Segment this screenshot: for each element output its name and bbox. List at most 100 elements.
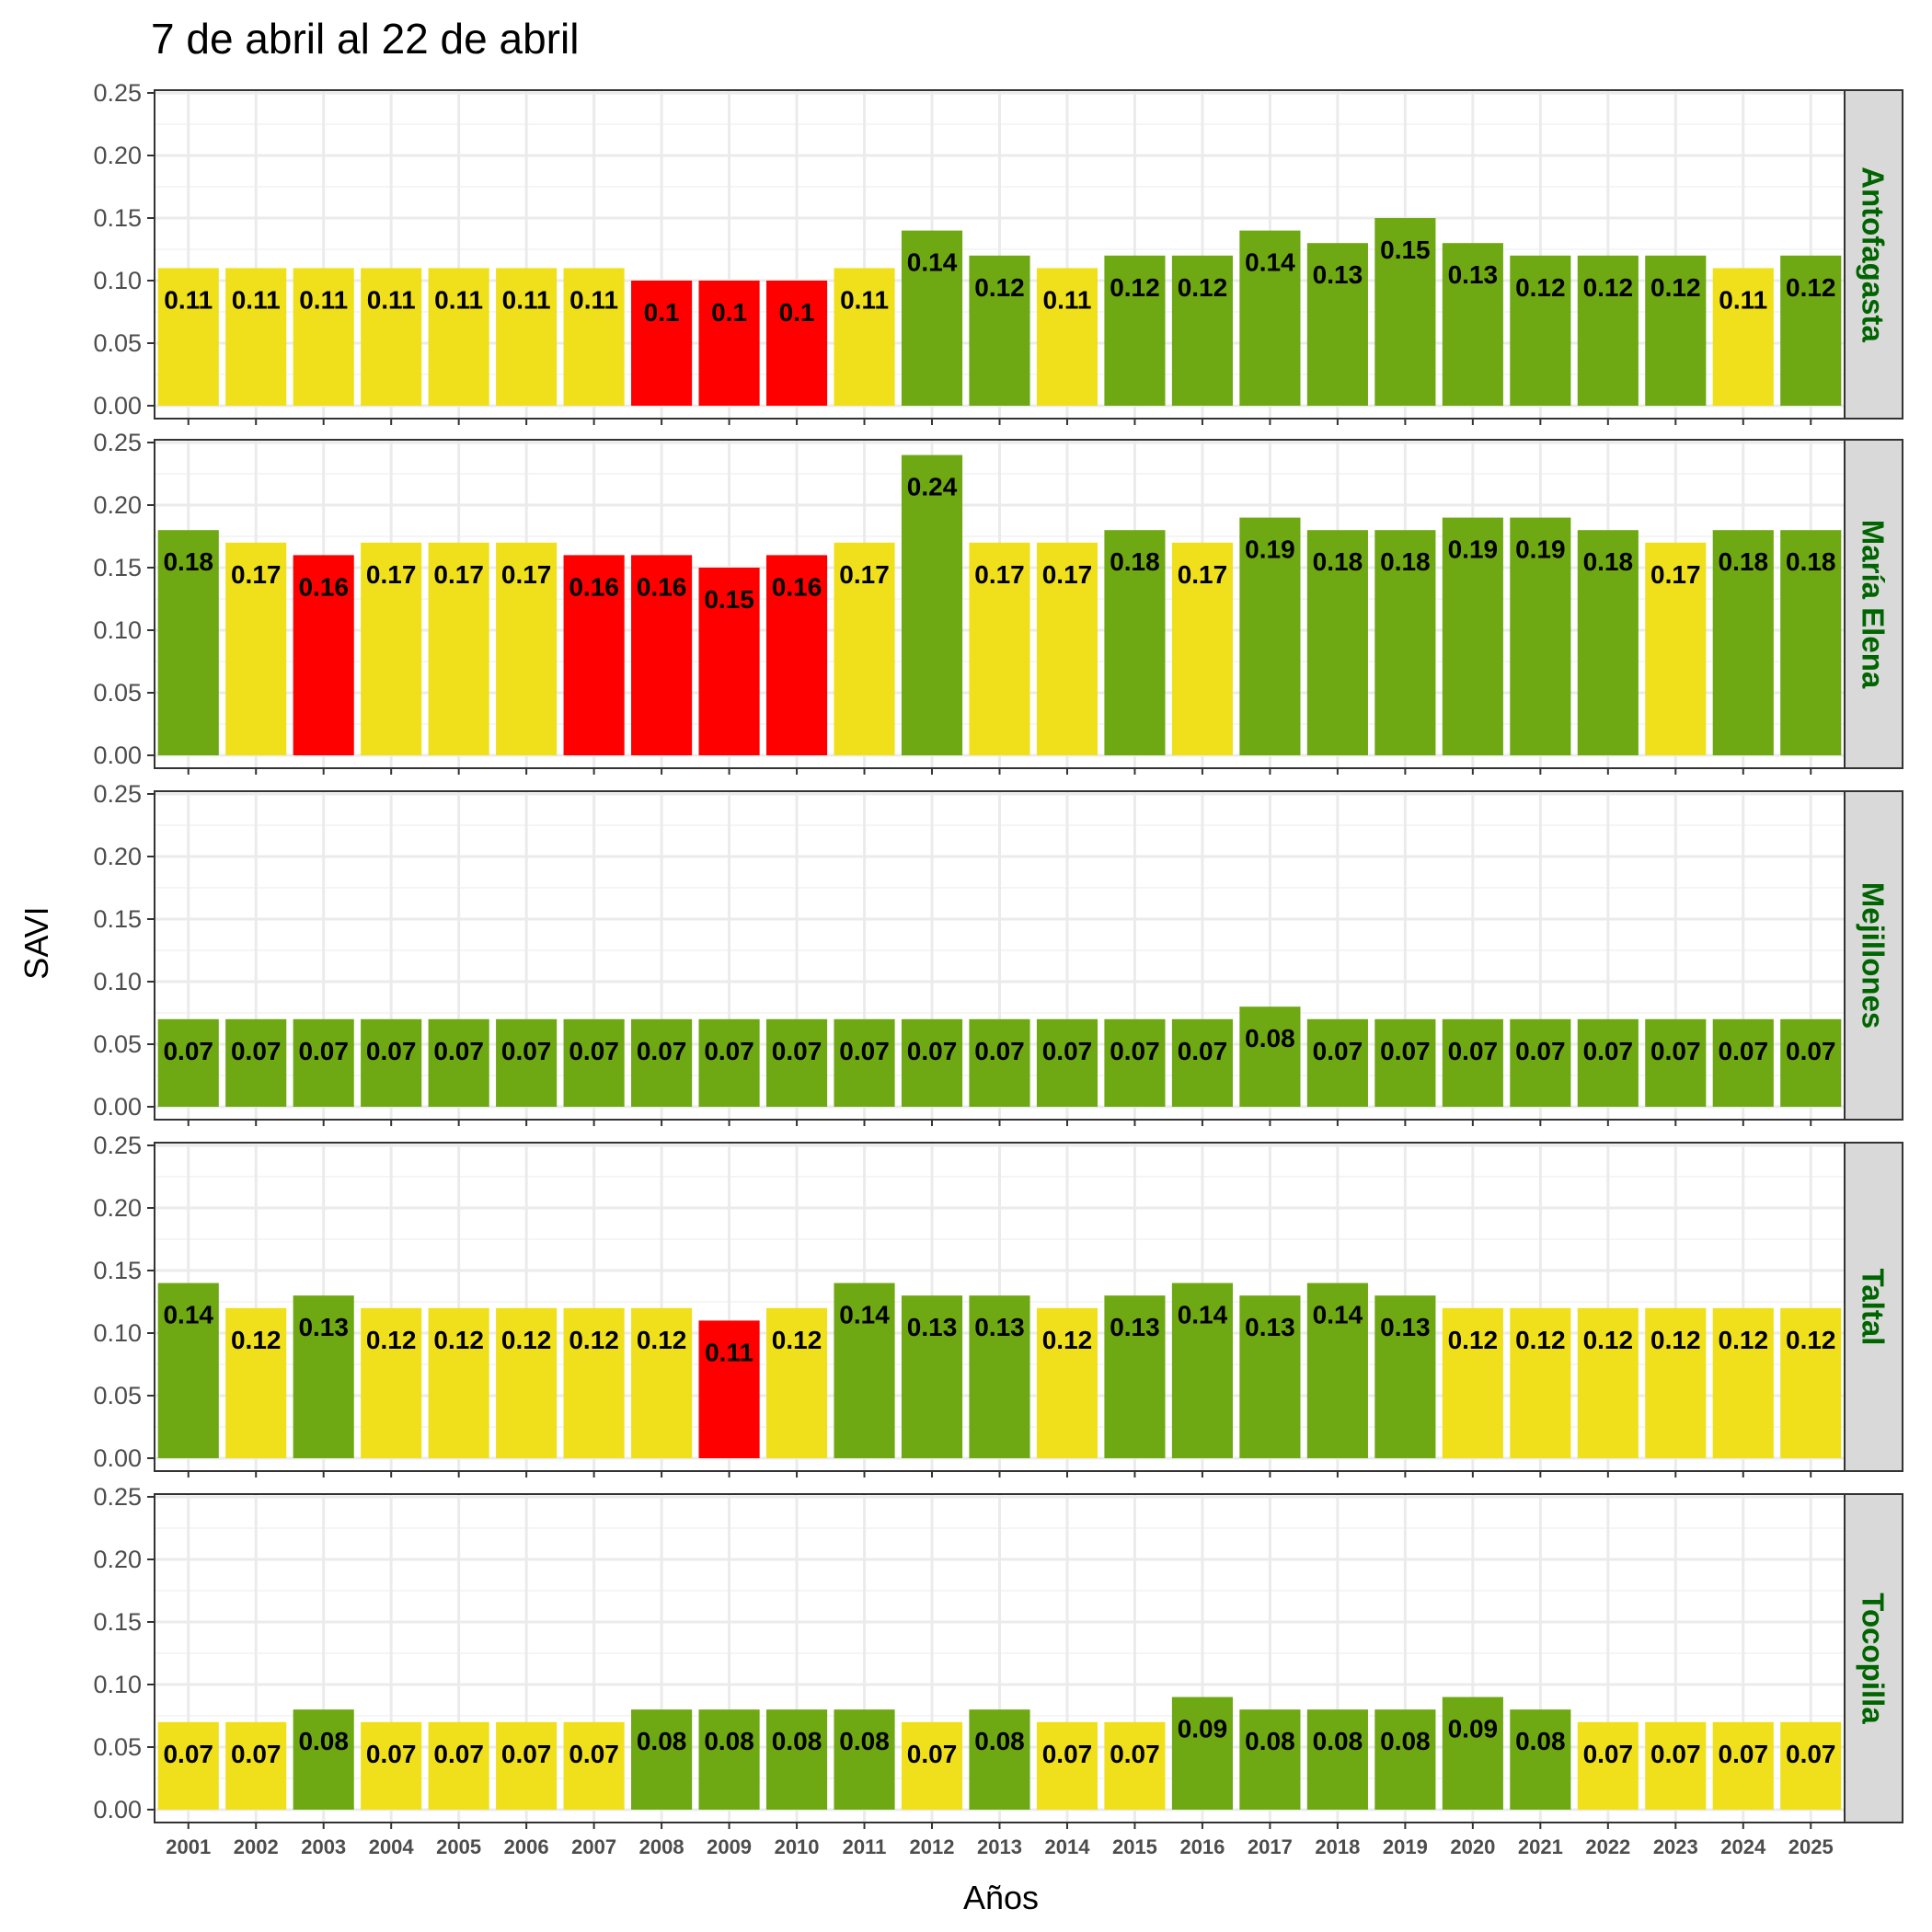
bar-label-taltal-2025: 0.12	[1786, 1326, 1836, 1354]
bar-label-taltal-2019: 0.13	[1380, 1313, 1431, 1341]
x-tick-label-2025: 2025	[1788, 1835, 1834, 1858]
bar-tocopilla-2024	[1712, 1721, 1774, 1810]
bar-antofagasta-2017	[1239, 230, 1301, 406]
bar-taltal-2006	[496, 1307, 558, 1458]
bar-maria-elena-2016	[1171, 542, 1234, 755]
bar-label-antofagasta-2014: 0.11	[1043, 285, 1092, 314]
bar-taltal-2022	[1577, 1307, 1639, 1458]
bar-antofagasta-2008	[631, 281, 693, 406]
bar-label-maria-elena-2022: 0.18	[1583, 547, 1634, 576]
bar-label-maria-elena-2002: 0.17	[231, 560, 282, 589]
bar-maria-elena-2015	[1104, 530, 1166, 755]
bar-label-mejillones-2010: 0.07	[772, 1037, 822, 1065]
bar-taltal-2008	[631, 1307, 693, 1458]
bar-label-tocopilla-2006: 0.07	[501, 1740, 552, 1768]
bar-tocopilla-2022	[1577, 1721, 1639, 1810]
bar-label-tocopilla-2022: 0.07	[1583, 1740, 1634, 1768]
bar-taltal-2013	[969, 1295, 1030, 1458]
bar-label-taltal-2016: 0.14	[1178, 1301, 1228, 1329]
facet-strip-tocopilla	[1844, 1493, 1903, 1823]
bar-label-maria-elena-2008: 0.16	[637, 572, 687, 601]
bar-maria-elena-2002	[225, 542, 287, 755]
bar-maria-elena-2019	[1374, 530, 1436, 755]
facet-panel-maria-elena: 0.18 0.17 0.16 0.17 0.17 0.17 0.16 0.16 0.15 0.16…	[93, 429, 1903, 775]
bar-mejillones-2018	[1306, 1018, 1368, 1107]
bar-label-maria-elena-2021: 0.19	[1515, 535, 1566, 564]
bar-taltal-2019	[1374, 1295, 1436, 1458]
bar-label-mejillones-2016: 0.07	[1178, 1037, 1228, 1065]
bar-maria-elena-2018	[1306, 530, 1368, 755]
bar-label-antofagasta-2015: 0.12	[1110, 273, 1160, 302]
bar-label-taltal-2006: 0.12	[501, 1326, 552, 1354]
bar-maria-elena-2012	[901, 454, 963, 755]
bar-antofagasta-2002	[225, 268, 287, 406]
bar-taltal-2015	[1104, 1295, 1166, 1458]
bar-label-taltal-2014: 0.12	[1042, 1326, 1093, 1354]
bar-label-maria-elena-2025: 0.18	[1786, 547, 1836, 576]
bar-antofagasta-2004	[361, 268, 422, 406]
bar-mejillones-2012	[901, 1018, 963, 1107]
bar-maria-elena-2009	[698, 568, 760, 755]
y-tick-label: 0.25	[93, 79, 142, 107]
bar-tocopilla-2021	[1510, 1709, 1571, 1810]
bar-label-tocopilla-2009: 0.08	[704, 1727, 754, 1755]
bar-label-taltal-2021: 0.12	[1515, 1326, 1566, 1354]
bar-antofagasta-2021	[1510, 255, 1571, 406]
bar-label-maria-elena-2017: 0.19	[1245, 535, 1295, 564]
bar-maria-elena-2025	[1780, 530, 1842, 755]
bar-label-mejillones-2023: 0.07	[1650, 1037, 1701, 1065]
bar-label-tocopilla-2005: 0.07	[433, 1740, 484, 1768]
bar-mejillones-2009	[698, 1018, 760, 1107]
x-tick-label-2022: 2022	[1585, 1835, 1630, 1858]
y-tick-label: 0.10	[93, 267, 142, 294]
bar-label-mejillones-2025: 0.07	[1786, 1037, 1836, 1065]
bar-label-mejillones-2014: 0.07	[1042, 1037, 1093, 1065]
bar-taltal-2009	[698, 1320, 760, 1458]
bar-maria-elena-2011	[834, 542, 895, 755]
bar-taltal-2016	[1171, 1282, 1234, 1458]
bar-label-maria-elena-2011: 0.17	[839, 560, 890, 589]
bar-mejillones-2024	[1712, 1018, 1774, 1107]
bar-label-taltal-2015: 0.13	[1110, 1313, 1160, 1341]
bar-taltal-2025	[1780, 1307, 1842, 1458]
bar-label-taltal-2018: 0.14	[1313, 1301, 1363, 1329]
bar-label-tocopilla-2001: 0.07	[163, 1740, 213, 1768]
bar-antofagasta-2023	[1645, 255, 1707, 406]
y-tick-label: 0.25	[93, 1483, 142, 1511]
bar-label-antofagasta-2018: 0.13	[1313, 260, 1363, 289]
bar-label-mejillones-2011: 0.07	[839, 1037, 890, 1065]
bar-label-taltal-2011: 0.14	[839, 1301, 890, 1329]
bar-taltal-2001	[157, 1282, 219, 1458]
bar-label-taltal-2001: 0.14	[163, 1301, 213, 1329]
y-tick-label: 0.00	[93, 1093, 142, 1121]
bar-label-mejillones-2004: 0.07	[366, 1037, 417, 1065]
bar-tocopilla-2018	[1306, 1709, 1368, 1810]
x-tick-label-2024: 2024	[1720, 1835, 1766, 1858]
y-tick-label: 0.20	[93, 843, 142, 870]
y-tick-label: 0.20	[93, 1546, 142, 1573]
bar-label-taltal-2017: 0.13	[1245, 1313, 1295, 1341]
bar-maria-elena-2010	[765, 555, 828, 755]
bar-label-mejillones-2024: 0.07	[1719, 1037, 1769, 1065]
bar-tocopilla-2008	[631, 1709, 693, 1810]
bar-label-tocopilla-2011: 0.08	[839, 1727, 890, 1755]
bar-maria-elena-2006	[496, 542, 558, 755]
bar-maria-elena-2021	[1510, 517, 1571, 755]
y-tick-label: 0.15	[93, 1257, 142, 1284]
bar-taltal-2003	[293, 1295, 354, 1458]
bar-taltal-2002	[225, 1307, 287, 1458]
bar-mejillones-2023	[1645, 1018, 1707, 1107]
x-tick-label-2017: 2017	[1248, 1835, 1293, 1858]
facet-panels: 0.11 0.11 0.11 0.11 0.11 0.11 0.11 0.1 0.1 0.1 0.1…	[93, 79, 1903, 1829]
x-tick-label-2021: 2021	[1518, 1835, 1563, 1858]
bar-maria-elena-2001	[157, 530, 219, 755]
x-axis-ticks: 2001 2002 2003 2004 2005 2006 2007 2008 2009 2010…	[166, 1835, 1833, 1858]
facet-strip-taltal	[1844, 1142, 1903, 1472]
bar-label-mejillones-2005: 0.07	[433, 1037, 484, 1065]
y-tick-label: 0.05	[93, 679, 142, 707]
bar-taltal-2017	[1239, 1295, 1301, 1458]
bar-label-mejillones-2012: 0.07	[907, 1037, 958, 1065]
bar-mejillones-2004	[361, 1018, 422, 1107]
bar-label-taltal-2002: 0.12	[231, 1326, 282, 1354]
bar-label-antofagasta-2011: 0.11	[840, 285, 889, 314]
